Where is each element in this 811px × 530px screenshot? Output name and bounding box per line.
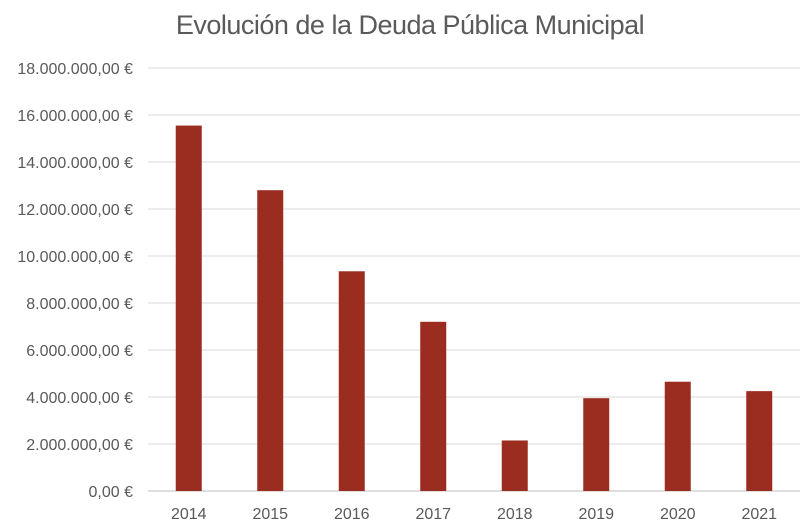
bar-2016 — [339, 271, 365, 491]
x-tick-label: 2017 — [415, 506, 451, 523]
bar-2018 — [502, 440, 528, 491]
y-tick-label: 16.000.000,00 € — [17, 108, 133, 125]
bar-2019 — [583, 398, 609, 491]
x-tick-label: 2019 — [578, 506, 614, 523]
y-tick-label: 6.000.000,00 € — [26, 343, 133, 360]
y-tick-label: 4.000.000,00 € — [26, 390, 133, 407]
x-tick-label: 2018 — [497, 506, 533, 523]
y-tick-label: 8.000.000,00 € — [26, 296, 133, 313]
bar-2017 — [420, 322, 446, 491]
x-tick-label: 2014 — [171, 506, 207, 523]
y-tick-label: 12.000.000,00 € — [17, 202, 133, 219]
y-tick-label: 18.000.000,00 € — [17, 61, 133, 78]
x-tick-label: 2020 — [660, 506, 696, 523]
bar-2014 — [176, 126, 202, 491]
x-tick-label: 2016 — [334, 506, 370, 523]
y-tick-label: 2.000.000,00 € — [26, 437, 133, 454]
bar-2020 — [665, 382, 691, 491]
y-tick-label: 10.000.000,00 € — [17, 249, 133, 266]
y-tick-label: 0,00 € — [89, 484, 134, 501]
bar-2015 — [257, 190, 283, 491]
x-tick-label: 2021 — [741, 506, 777, 523]
bar-2021 — [746, 391, 772, 491]
y-tick-label: 14.000.000,00 € — [17, 155, 133, 172]
x-tick-label: 2015 — [252, 506, 288, 523]
